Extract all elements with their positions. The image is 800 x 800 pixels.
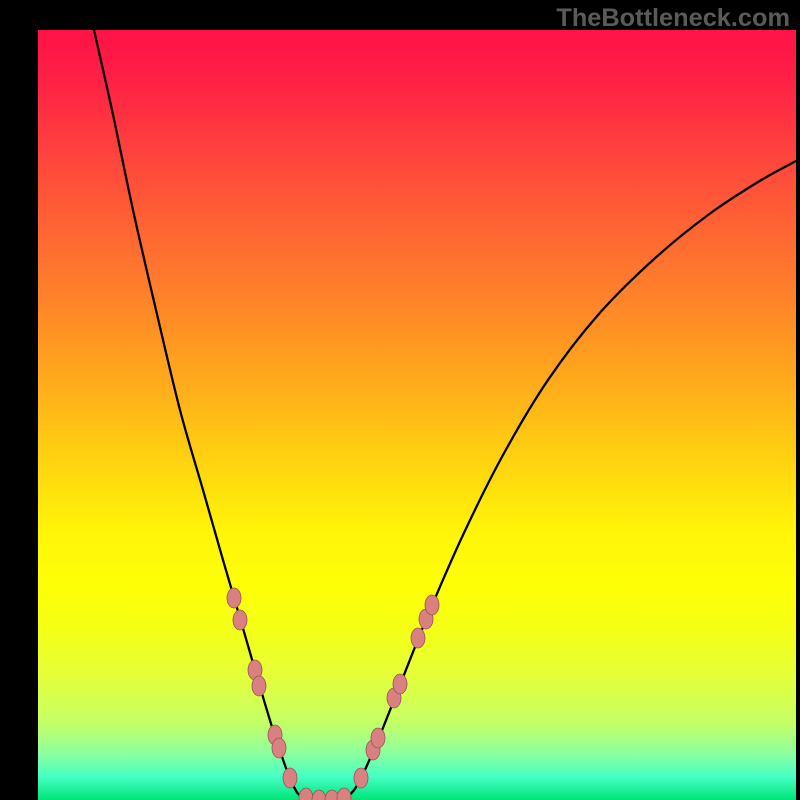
watermark-text: TheBottleneck.com [556,4,790,33]
curve-marker [252,676,266,696]
marker-group [227,588,439,800]
curve-marker [233,610,247,630]
curve-marker [299,788,313,800]
curve-marker [411,628,425,648]
curve-layer [38,30,796,800]
curve-marker [283,768,297,788]
v-curve [94,30,796,799]
curve-marker [227,588,241,608]
curve-marker [371,728,385,748]
curve-marker [393,674,407,694]
chart-container: TheBottleneck.com [0,0,800,800]
plot-area [38,30,796,800]
curve-marker [312,790,326,800]
curve-marker [337,788,351,800]
curve-marker [354,768,368,788]
curve-marker [272,738,286,758]
curve-marker [425,595,439,615]
